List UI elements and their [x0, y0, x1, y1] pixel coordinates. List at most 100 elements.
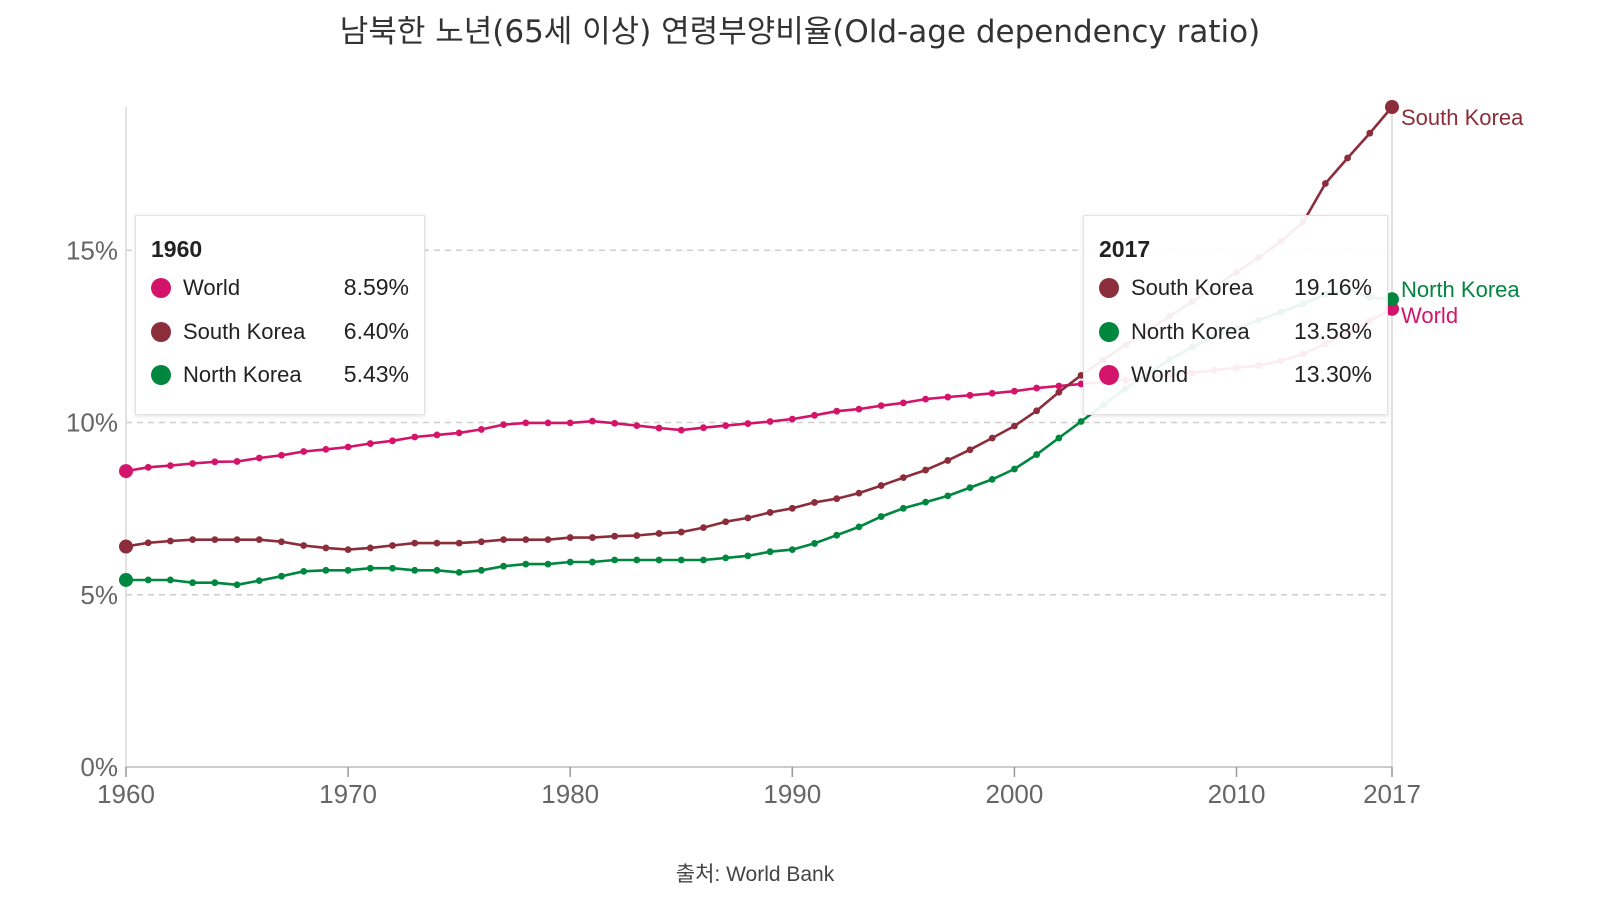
- south-korea-point: [389, 542, 396, 549]
- south-korea-point: [366, 544, 374, 552]
- south-korea-point: [655, 530, 663, 537]
- north-korea-point: [877, 513, 885, 520]
- north-korea-point: [366, 564, 374, 572]
- tooltip-row-south-korea: South Korea: [1099, 274, 1253, 302]
- tooltip-series-name: North Korea: [183, 362, 302, 387]
- world-point: [1077, 380, 1085, 388]
- north-korea-point: [233, 581, 241, 589]
- south-korea-point: [988, 434, 996, 442]
- y-tick-label: 0%: [80, 752, 118, 782]
- south-korea-point: [722, 518, 730, 526]
- tooltip-value: 13.30%: [1293, 361, 1372, 387]
- south-korea-point: [322, 544, 330, 552]
- south-korea-point: [899, 474, 907, 482]
- tooltip-year: 2017: [1099, 236, 1151, 262]
- world-point: [877, 402, 885, 410]
- world-point: [544, 419, 552, 427]
- north-korea-point: [500, 562, 507, 570]
- south-korea-point: [788, 504, 796, 512]
- north-korea-point: [344, 566, 352, 574]
- world-point: [655, 424, 663, 432]
- south-korea-point: [522, 536, 530, 544]
- south-korea-point: [944, 457, 952, 464]
- north-korea-point: [944, 492, 952, 500]
- south-korea-point: [1077, 371, 1085, 379]
- north-korea-point: [300, 567, 308, 575]
- north-korea-point: [700, 556, 707, 564]
- north-korea-point: [433, 566, 441, 574]
- north-korea-point: [611, 556, 619, 564]
- world-point: [255, 454, 263, 462]
- chart-title: 남북한 노년(65세 이상) 연령부양비율(Old-age dependency…: [339, 14, 1261, 50]
- world-point: [1033, 384, 1041, 392]
- x-tick-label: 1960: [97, 779, 155, 809]
- world-point: [566, 419, 574, 427]
- south-korea-point: [500, 536, 507, 544]
- north-korea-point: [144, 576, 152, 584]
- world-legend-dot: [151, 278, 171, 298]
- world-point: [144, 463, 152, 471]
- world-point: [300, 448, 308, 455]
- north-korea-legend-dot: [1099, 322, 1119, 342]
- axis-layer: 0% 5% 10% 15% 1960 1970 1980 1990 2000 2010 2017: [66, 107, 1421, 809]
- x-tick-label: 2000: [985, 779, 1043, 809]
- north-korea-point: [566, 558, 574, 566]
- north-korea-point: [322, 566, 330, 574]
- south-korea-point: [1055, 388, 1063, 396]
- north-korea-point: [655, 556, 663, 564]
- world-end-label: World: [1401, 303, 1458, 328]
- world-point: [211, 458, 219, 466]
- south-korea-point: [411, 539, 419, 547]
- south-korea-point: [589, 534, 596, 541]
- north-korea-point: [855, 523, 863, 531]
- tooltip-value: 5.43%: [343, 361, 409, 387]
- south-korea-point: [344, 546, 352, 554]
- world-point: [366, 440, 374, 447]
- world-point: [189, 460, 197, 467]
- north-korea-point: [255, 577, 263, 585]
- world-point: [1011, 387, 1018, 395]
- north-korea-point: [411, 566, 419, 574]
- world-point: [855, 405, 863, 413]
- world-legend-dot: [1099, 365, 1119, 385]
- north-korea-point: [389, 564, 396, 572]
- world-point: [833, 407, 841, 415]
- world-point: [811, 411, 818, 419]
- north-korea-point: [189, 579, 197, 587]
- north-korea-point: [211, 579, 219, 587]
- south-korea-point: [766, 509, 774, 516]
- world-point: [988, 389, 996, 397]
- south-korea-point: [744, 514, 752, 522]
- world-point: [677, 426, 685, 434]
- world-point: [433, 431, 441, 439]
- north-korea-point: [1011, 465, 1018, 473]
- north-korea-point: [1033, 451, 1041, 458]
- world-point: [700, 424, 707, 432]
- tooltip-value: 19.16%: [1293, 274, 1372, 300]
- north-korea-point: [744, 552, 752, 560]
- north-korea-point: [455, 568, 463, 576]
- x-tick-label: 1990: [763, 779, 821, 809]
- south-korea-point: [833, 495, 841, 503]
- south-korea-point: [1011, 422, 1018, 430]
- world-point: [389, 437, 396, 445]
- south-korea-point: [1344, 154, 1351, 162]
- world-point: [233, 458, 241, 465]
- world-point: [1385, 301, 1399, 316]
- world-point: [167, 462, 174, 469]
- south-korea-point: [189, 536, 197, 544]
- north-korea-end-label: North Korea: [1401, 277, 1520, 302]
- south-korea-point: [167, 537, 174, 545]
- tooltip-series-name: World: [183, 275, 241, 300]
- south-korea-point: [119, 539, 133, 554]
- world-point: [322, 446, 330, 453]
- world-point: [411, 433, 419, 441]
- world-point: [589, 417, 596, 425]
- south-korea-legend-dot: [1099, 278, 1119, 298]
- world-point: [966, 391, 974, 399]
- world-point: [611, 419, 619, 427]
- north-korea-point: [1055, 434, 1063, 442]
- south-korea-point: [1321, 180, 1329, 187]
- north-korea-point: [833, 531, 841, 539]
